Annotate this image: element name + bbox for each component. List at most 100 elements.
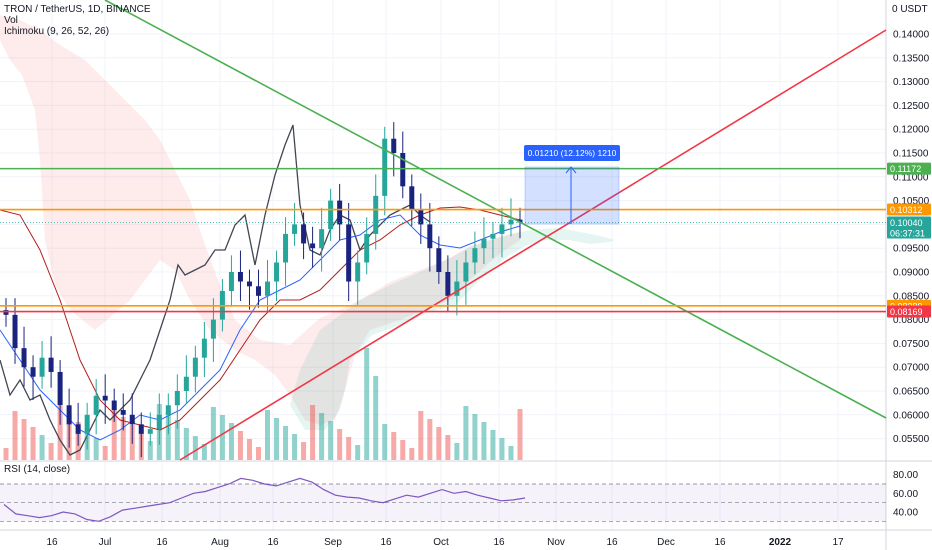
time-tick-label: 16 — [606, 537, 618, 548]
volume-bar — [481, 422, 487, 460]
candle-body — [120, 410, 126, 415]
price-tag-label: 0.08169 — [890, 307, 923, 317]
candle-body — [174, 391, 180, 406]
candle-body — [93, 395, 99, 415]
volume-bar — [382, 424, 388, 460]
volume-bar — [147, 441, 153, 460]
cloud-bullish — [290, 228, 615, 430]
volume-bar — [319, 413, 325, 460]
volume-bar — [445, 435, 451, 460]
volume-bar — [328, 421, 334, 460]
volume-bar — [174, 420, 180, 460]
measure-arrow-head — [565, 166, 577, 174]
price-axis[interactable]: 0.14000 0.13500 0.13000 0.12500 0.12000 0.115… — [893, 30, 930, 519]
vol-label[interactable]: Vol — [4, 15, 18, 26]
candle-body — [274, 262, 280, 282]
volume-bar — [400, 440, 406, 460]
candle-body — [265, 281, 271, 296]
candle-body — [508, 219, 514, 225]
volume-bar — [409, 448, 415, 460]
volume-bar — [183, 428, 189, 460]
rsi-line — [3, 477, 526, 522]
symbol-title[interactable]: TRON / TetherUS, 1D, BINANCE — [4, 4, 151, 15]
time-tick-label: Dec — [657, 537, 675, 548]
candle-body — [490, 233, 496, 239]
candle-body — [138, 424, 144, 434]
price-tag-bg — [887, 305, 931, 318]
volume-bar — [48, 443, 54, 460]
volume-bar — [30, 427, 36, 460]
price-tick-label: 0.06000 — [893, 410, 930, 421]
countdown-label: 06:37:31 — [890, 228, 925, 238]
time-axis[interactable]: 16 Jul 16 Aug 16 Sep 16 Oct 16 Nov 16 Dec 16 2022 17 — [46, 537, 844, 548]
price-tick-label: 0.08500 — [893, 291, 930, 302]
volume-bar — [93, 438, 99, 460]
candle-body — [246, 281, 252, 287]
price-tag-bg — [887, 216, 931, 239]
volume-bar — [517, 409, 523, 460]
price-tick-label: 0.06500 — [893, 387, 930, 398]
time-tick-label: 16 — [714, 537, 726, 548]
candles — [3, 122, 523, 458]
candle-body — [66, 405, 72, 425]
time-tick-label: Oct — [433, 537, 449, 548]
volume-bar — [21, 419, 27, 460]
candle-body — [210, 319, 216, 339]
price-tag-label: 0.11172 — [890, 164, 921, 174]
candle-body — [355, 262, 361, 282]
rsi-pane — [0, 477, 886, 522]
volume-bar — [355, 445, 361, 460]
time-tick-label: 2022 — [769, 537, 792, 548]
time-tick-label: 16 — [156, 537, 168, 548]
drawings[interactable] — [0, 0, 887, 461]
candle-body — [30, 367, 36, 377]
price-tick-label: 0.09000 — [893, 268, 930, 279]
measure-box[interactable] — [524, 166, 620, 225]
time-tick-label: 16 — [267, 537, 279, 548]
measure-tool[interactable]: 0.01210 (12.12%) 1210 — [524, 145, 620, 225]
volume-bars — [3, 348, 523, 460]
price-tick-label: 0.05500 — [893, 434, 930, 445]
candle-body — [102, 395, 108, 401]
candle-body — [364, 233, 370, 263]
time-tick-label: 16 — [46, 537, 58, 548]
volume-bar — [237, 431, 243, 460]
price-tag-label: 0.10312 — [890, 205, 923, 215]
price-tick-label: 0.11000 — [893, 172, 929, 183]
volume-bar — [219, 415, 225, 460]
candle-body — [292, 224, 298, 234]
candle-body — [382, 138, 388, 196]
price-tag-label: 0.10040 — [890, 218, 923, 228]
volume-bar — [436, 427, 442, 460]
rsi-tick-label: 80.00 — [893, 470, 918, 481]
volume-bar — [283, 426, 289, 460]
price-tags: 0.111720.103120.1004006:37:310.082890.08… — [887, 162, 931, 318]
candle-body — [192, 357, 198, 377]
volume-bar — [120, 417, 126, 460]
ichimoku-cloud — [0, 15, 615, 430]
measure-label-box — [524, 145, 620, 161]
price-tick-label: 0.07500 — [893, 339, 930, 350]
volume-bar — [391, 432, 397, 460]
volume-bar — [472, 414, 478, 460]
volume-bar — [192, 436, 198, 460]
candle-body — [21, 348, 27, 368]
candle-body — [283, 233, 289, 263]
candle-body — [472, 248, 478, 263]
candle-body — [3, 310, 9, 315]
candle-body — [228, 272, 234, 292]
price-tick-label: 0.11500 — [893, 149, 929, 160]
ichimoku-label[interactable]: Ichimoku (9, 26, 52, 26) — [4, 26, 109, 37]
volume-bar — [499, 438, 505, 460]
price-tick-label: 0.12000 — [893, 125, 930, 136]
volume-bar — [274, 418, 280, 460]
rsi-label[interactable]: RSI (14, close) — [4, 464, 70, 475]
time-tick-label: 16 — [493, 537, 505, 548]
candle-body — [310, 243, 316, 249]
volume-bar — [346, 437, 352, 460]
volume-bar — [111, 409, 117, 460]
volume-bar — [57, 406, 63, 460]
price-tag-bg — [887, 203, 931, 216]
time-tick-label: Aug — [211, 537, 229, 548]
